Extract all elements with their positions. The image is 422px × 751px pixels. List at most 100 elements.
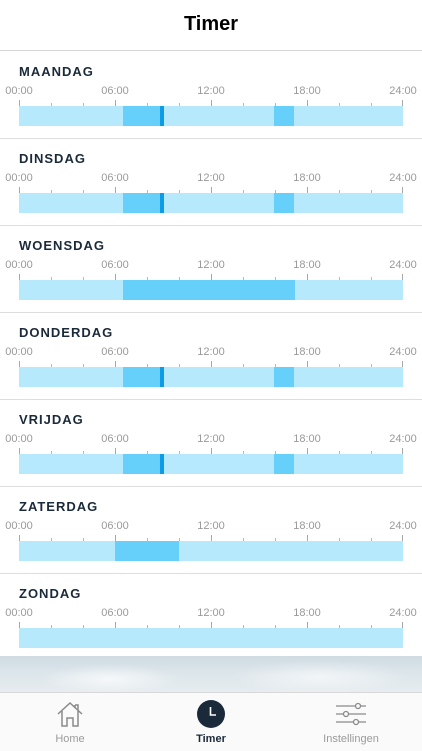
timer-marker[interactable] bbox=[160, 193, 165, 213]
day-name: DONDERDAG bbox=[19, 325, 114, 340]
day-row-maandag[interactable]: MAANDAG 00:00 06:00 12:00 18:00 24:00 bbox=[0, 51, 422, 138]
time-label: 06:00 bbox=[101, 433, 129, 445]
time-label: 12:00 bbox=[197, 607, 225, 619]
time-label: 12:00 bbox=[197, 346, 225, 358]
time-label: 12:00 bbox=[197, 259, 225, 271]
day-row-vrijdag[interactable]: VRIJDAG 00:00 06:00 12:00 18:00 24:00 bbox=[0, 399, 422, 486]
time-label: 24:00 bbox=[389, 259, 417, 271]
background-image-strip bbox=[0, 656, 422, 694]
axis-tick bbox=[275, 190, 276, 195]
axis-tick bbox=[339, 103, 340, 108]
schedule-track[interactable] bbox=[19, 541, 403, 561]
day-name: VRIJDAG bbox=[19, 412, 84, 427]
day-row-donderdag[interactable]: DONDERDAG 00:00 06:00 12:00 18:00 24:00 bbox=[0, 312, 422, 399]
axis-tick bbox=[51, 625, 52, 630]
time-label: 06:00 bbox=[101, 259, 129, 271]
time-label: 06:00 bbox=[101, 85, 129, 97]
day-row-woensdag[interactable]: WOENSDAG 00:00 06:00 12:00 18:00 24:00 bbox=[0, 225, 422, 312]
timer-segment[interactable] bbox=[123, 367, 161, 387]
time-label: 24:00 bbox=[389, 433, 417, 445]
day-row-zaterdag[interactable]: ZATERDAG 00:00 06:00 12:00 18:00 24:00 bbox=[0, 486, 422, 573]
axis-tick bbox=[147, 103, 148, 108]
day-row-dinsdag[interactable]: DINSDAG 00:00 06:00 12:00 18:00 24:00 bbox=[0, 138, 422, 225]
timer-marker[interactable] bbox=[160, 106, 165, 126]
timer-segment[interactable] bbox=[123, 193, 161, 213]
time-label: 24:00 bbox=[389, 85, 417, 97]
tab-instellingen[interactable]: Instellingen bbox=[291, 693, 411, 751]
axis-tick bbox=[147, 451, 148, 456]
axis-tick bbox=[19, 274, 20, 282]
axis-tick bbox=[83, 364, 84, 369]
timer-segment[interactable] bbox=[123, 454, 161, 474]
axis-tick bbox=[211, 274, 212, 282]
timer-marker[interactable] bbox=[160, 454, 165, 474]
timer-segment[interactable] bbox=[274, 193, 295, 213]
timer-segment[interactable] bbox=[123, 280, 295, 300]
schedule-track[interactable] bbox=[19, 628, 403, 648]
day-name: ZATERDAG bbox=[19, 499, 99, 514]
timer-segment[interactable] bbox=[274, 367, 295, 387]
axis-tick bbox=[147, 277, 148, 282]
axis-tick bbox=[83, 538, 84, 543]
tab-timer[interactable]: Timer bbox=[151, 693, 271, 751]
axis-tick bbox=[115, 274, 116, 282]
day-divider bbox=[0, 573, 422, 574]
axis-tick bbox=[339, 277, 340, 282]
day-divider bbox=[0, 399, 422, 400]
schedule-track[interactable] bbox=[19, 367, 403, 387]
time-label: 06:00 bbox=[101, 172, 129, 184]
axis-tick bbox=[19, 535, 20, 543]
schedule-track[interactable] bbox=[19, 106, 403, 126]
axis-tick bbox=[339, 364, 340, 369]
axis-tick bbox=[243, 190, 244, 195]
axis-tick bbox=[275, 625, 276, 630]
house-icon bbox=[57, 701, 83, 727]
axis-tick bbox=[307, 187, 308, 195]
day-name: WOENSDAG bbox=[19, 238, 105, 253]
time-label: 06:00 bbox=[101, 607, 129, 619]
axis-tick bbox=[275, 451, 276, 456]
sliders-icon bbox=[336, 702, 366, 726]
timer-segment[interactable] bbox=[123, 106, 161, 126]
schedule-track[interactable] bbox=[19, 193, 403, 213]
time-label: 18:00 bbox=[293, 346, 321, 358]
day-divider bbox=[0, 225, 422, 226]
tab-home[interactable]: Home bbox=[10, 693, 130, 751]
axis-tick bbox=[402, 100, 403, 108]
axis-tick bbox=[339, 451, 340, 456]
day-divider bbox=[0, 312, 422, 313]
axis-tick bbox=[275, 277, 276, 282]
axis-tick bbox=[211, 187, 212, 195]
axis-tick bbox=[179, 451, 180, 456]
axis-tick bbox=[83, 277, 84, 282]
time-label: 00:00 bbox=[5, 346, 33, 358]
axis-tick bbox=[339, 625, 340, 630]
time-label: 12:00 bbox=[197, 520, 225, 532]
schedule-track[interactable] bbox=[19, 454, 403, 474]
time-label: 00:00 bbox=[5, 259, 33, 271]
time-label: 12:00 bbox=[197, 433, 225, 445]
day-name: ZONDAG bbox=[19, 586, 82, 601]
timer-segment[interactable] bbox=[274, 454, 295, 474]
timer-segment[interactable] bbox=[274, 106, 295, 126]
axis-tick bbox=[402, 622, 403, 630]
schedule-track[interactable] bbox=[19, 280, 403, 300]
axis-tick bbox=[51, 451, 52, 456]
axis-tick bbox=[179, 364, 180, 369]
axis-tick bbox=[179, 538, 180, 543]
axis-tick bbox=[115, 535, 116, 543]
day-row-zondag[interactable]: ZONDAG 00:00 06:00 12:00 18:00 24:00 bbox=[0, 573, 422, 660]
time-label: 00:00 bbox=[5, 85, 33, 97]
tab-bar: Home Timer Instellingen bbox=[0, 692, 422, 751]
axis-tick bbox=[51, 364, 52, 369]
axis-tick bbox=[243, 625, 244, 630]
axis-tick bbox=[275, 364, 276, 369]
timer-marker[interactable] bbox=[160, 367, 165, 387]
axis-tick bbox=[371, 103, 372, 108]
timer-segment[interactable] bbox=[115, 541, 179, 561]
axis-tick bbox=[307, 622, 308, 630]
axis-tick bbox=[402, 448, 403, 456]
axis-tick bbox=[402, 361, 403, 369]
axis-tick bbox=[211, 535, 212, 543]
axis-tick bbox=[307, 361, 308, 369]
